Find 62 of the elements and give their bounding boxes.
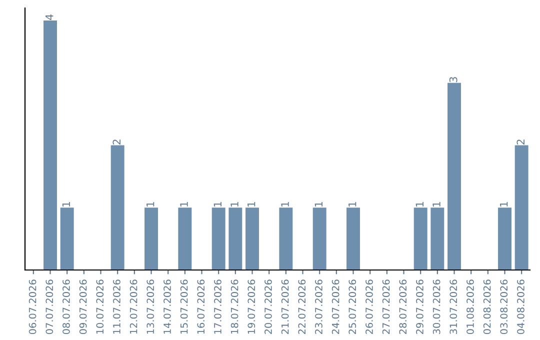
bar bbox=[448, 82, 461, 270]
bar bbox=[110, 145, 124, 270]
x-tick-label: 28.07.2026 bbox=[399, 280, 407, 334]
data-label: 1 bbox=[214, 202, 222, 206]
x-tick-label: 01.08.2026 bbox=[466, 280, 474, 334]
bar bbox=[279, 208, 293, 270]
x-tick-label: 29.07.2026 bbox=[416, 280, 424, 334]
data-label: 1 bbox=[62, 202, 70, 206]
data-label: 3 bbox=[449, 77, 458, 82]
bar bbox=[414, 208, 428, 270]
data-label: 1 bbox=[348, 202, 356, 206]
bar bbox=[212, 208, 226, 270]
data-label: 1 bbox=[314, 202, 322, 206]
bar bbox=[60, 208, 74, 270]
x-tick-label: 17.07.2026 bbox=[214, 280, 222, 334]
x-tick-label: 03.08.2026 bbox=[500, 280, 508, 334]
x-tick-label: 02.08.2026 bbox=[483, 280, 491, 334]
x-tick-label: 11.07.2026 bbox=[113, 280, 120, 334]
bar bbox=[312, 208, 326, 270]
bar bbox=[144, 208, 158, 270]
x-tick-label: 15.07.2026 bbox=[180, 280, 188, 334]
x-tick-label: 24.07.2026 bbox=[332, 280, 340, 334]
data-label: 1 bbox=[281, 202, 289, 206]
data-label: 1 bbox=[180, 202, 188, 206]
x-tick-label: 31.07.2026 bbox=[450, 280, 458, 334]
x-tick-label: 30.07.2026 bbox=[432, 280, 440, 334]
bar bbox=[178, 208, 192, 270]
data-label: 2 bbox=[112, 140, 120, 144]
bar bbox=[246, 208, 259, 270]
x-tick-label: 10.07.2026 bbox=[96, 280, 104, 334]
bar bbox=[44, 20, 57, 270]
bar bbox=[514, 145, 528, 270]
bar bbox=[228, 208, 242, 270]
x-tick-label: 09.07.2026 bbox=[79, 280, 87, 334]
x-tick-label: 18.07.2026 bbox=[230, 280, 238, 334]
x-tick-label: 14.07.2026 bbox=[164, 280, 171, 334]
data-label: 1 bbox=[416, 202, 424, 206]
x-tick-label: 23.07.2026 bbox=[315, 280, 322, 334]
data-label: 1 bbox=[500, 202, 508, 206]
x-tick-label: 25.07.2026 bbox=[348, 280, 356, 334]
x-tick-label: 13.07.2026 bbox=[146, 280, 154, 334]
x-tick-label: 16.07.2026 bbox=[197, 280, 205, 334]
x-tick-label: 12.07.2026 bbox=[130, 280, 138, 334]
data-label: 1 bbox=[146, 202, 154, 206]
data-label: 1 bbox=[432, 202, 440, 206]
x-tick-label: 04.08.2026 bbox=[517, 280, 524, 334]
bar bbox=[430, 208, 444, 270]
x-tick-label: 08.07.2026 bbox=[62, 280, 70, 334]
bar bbox=[498, 208, 512, 270]
x-tick-label: 06.07.2026 bbox=[28, 280, 36, 334]
x-tick-label: 21.07.2026 bbox=[281, 280, 289, 334]
data-label: 1 bbox=[248, 202, 256, 206]
x-tick-label: 27.07.2026 bbox=[382, 280, 390, 334]
x-tick-label: 07.07.2026 bbox=[46, 280, 54, 334]
data-label: 4 bbox=[46, 14, 54, 20]
x-tick-label: 19.07.2026 bbox=[248, 280, 256, 334]
x-tick-label: 20.07.2026 bbox=[264, 280, 272, 334]
data-label: 1 bbox=[230, 202, 238, 206]
x-tick-label: 26.07.2026 bbox=[366, 280, 373, 334]
x-tick-label: 22.07.2026 bbox=[298, 280, 306, 334]
bar bbox=[346, 208, 360, 270]
data-label: 2 bbox=[516, 140, 524, 144]
